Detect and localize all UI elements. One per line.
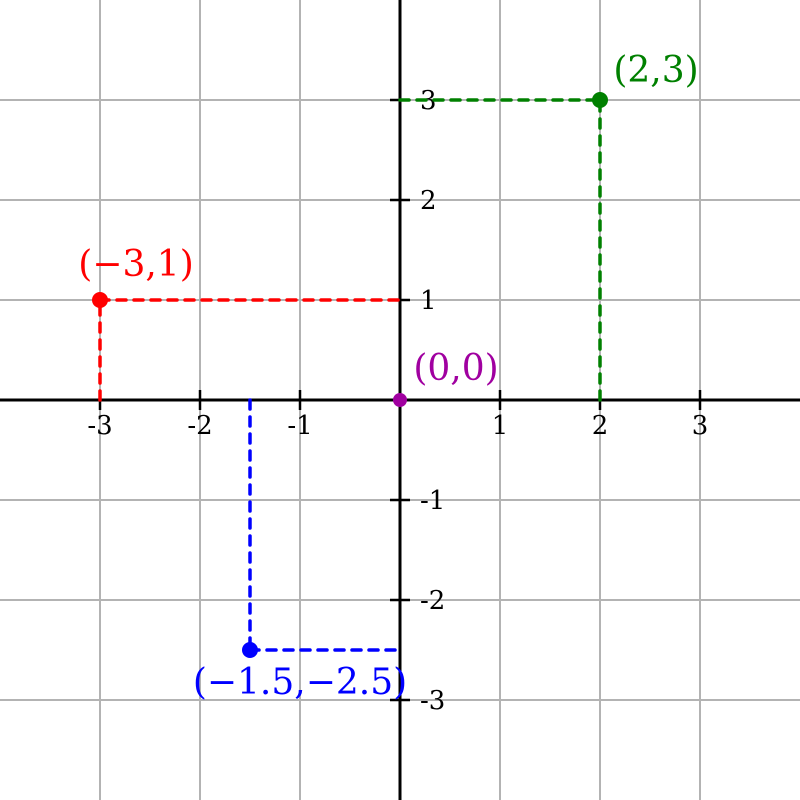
point-label-origin: (0,0) bbox=[413, 348, 498, 389]
marker-red bbox=[92, 292, 108, 308]
point-label-blue: (−1.5,−2.5) bbox=[193, 662, 407, 703]
marker-green bbox=[592, 92, 608, 108]
marker-blue bbox=[242, 642, 258, 658]
plot-svg: -3-2-1123-3-2-1123(2,3)(−3,1)(−1.5,−2.5)… bbox=[0, 0, 800, 800]
marker-origin bbox=[393, 393, 407, 407]
x-tick-label: -1 bbox=[287, 411, 312, 441]
cartesian-plot: -3-2-1123-3-2-1123(2,3)(−3,1)(−1.5,−2.5)… bbox=[0, 0, 800, 800]
x-tick-label: 1 bbox=[492, 411, 509, 441]
x-tick-label: -3 bbox=[87, 411, 112, 441]
y-tick-label: -3 bbox=[420, 686, 445, 716]
point-label-green: (2,3) bbox=[613, 50, 698, 91]
point-label-red: (−3,1) bbox=[78, 244, 194, 285]
x-tick-label: -2 bbox=[187, 411, 212, 441]
y-tick-label: 2 bbox=[420, 186, 437, 216]
y-tick-label: 1 bbox=[420, 286, 437, 316]
x-tick-label: 3 bbox=[692, 411, 709, 441]
x-tick-label: 2 bbox=[592, 411, 609, 441]
y-tick-label: -2 bbox=[420, 586, 445, 616]
y-tick-label: -1 bbox=[420, 486, 445, 516]
